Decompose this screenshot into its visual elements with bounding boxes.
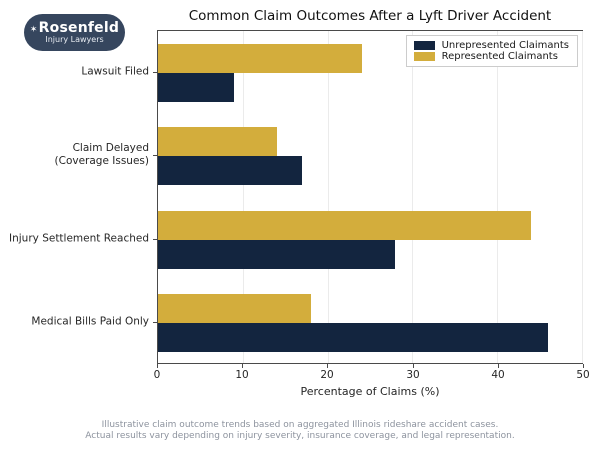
bar-unrepresented-claimants-medical-bills-paid-only	[158, 323, 549, 353]
bar-represented-claimants-lawsuit-filed	[158, 43, 362, 73]
logo-name-text: Rosenfeld	[38, 19, 120, 36]
x-tick-40	[498, 364, 499, 368]
x-tick-label-20: 20	[320, 369, 334, 381]
x-tick-label-30: 30	[406, 369, 420, 381]
y-label-lawsuit-filed: Lawsuit Filed	[81, 65, 149, 78]
y-tick-injury-settlement-reached	[153, 239, 157, 240]
legend-row-unrepresented-claimants: Unrepresented Claimants	[413, 40, 569, 51]
gridline-50	[582, 31, 583, 363]
y-tick-medical-bills-paid-only	[153, 322, 157, 323]
bar-represented-claimants-medical-bills-paid-only	[158, 294, 311, 324]
footer-disclaimer: Illustrative claim outcome trends based …	[0, 420, 600, 443]
legend-entries: Unrepresented Claimants Represented Claim…	[413, 40, 569, 62]
bar-unrepresented-claimants-lawsuit-filed	[158, 72, 235, 102]
x-tick-10	[242, 364, 243, 368]
x-tick-label-50: 50	[576, 369, 590, 381]
y-label-medical-bills-paid-only: Medical Bills Paid Only	[31, 315, 149, 328]
x-tick-50	[583, 364, 584, 368]
x-tick-label-0: 0	[153, 369, 161, 381]
bar-unrepresented-claimants-claim-delayed-coverage-issues	[158, 156, 303, 186]
logo-tagline: Injury Lawyers	[45, 34, 104, 44]
y-tick-claim-delayed-coverage-issues	[153, 155, 157, 156]
rosenfeld-logo: ✶Rosenfeld Injury Lawyers	[24, 14, 125, 51]
gridline-30	[412, 31, 414, 363]
x-tick-label-10: 10	[235, 369, 249, 381]
y-label-claim-delayed-coverage-issues: Claim Delayed (Coverage Issues)	[54, 142, 149, 168]
x-tick-0	[157, 364, 158, 368]
footer-line-2: Actual results vary depending on injury …	[85, 431, 515, 442]
bar-represented-claimants-claim-delayed-coverage-issues	[158, 127, 277, 157]
bar-represented-claimants-injury-settlement-reached	[158, 210, 532, 240]
y-tick-lawsuit-filed	[153, 72, 157, 73]
y-label-injury-settlement-reached: Injury Settlement Reached	[9, 232, 149, 245]
legend-label-unrepresented-claimants: Unrepresented Claimants	[441, 40, 569, 51]
star-icon: ✶	[29, 24, 38, 35]
x-axis-title: Percentage of Claims (%)	[300, 385, 440, 398]
plot-area: Unrepresented Claimants Represented Claim…	[157, 30, 583, 364]
x-tick-20	[327, 364, 328, 368]
x-tick-label-40: 40	[491, 369, 505, 381]
legend-swatch-unrepresented-claimants	[413, 41, 435, 50]
gridline-10	[242, 31, 244, 363]
gridline-40	[497, 31, 499, 363]
legend: Unrepresented Claimants Represented Claim…	[405, 35, 578, 67]
legend-swatch-represented-claimants	[413, 52, 435, 61]
legend-label-represented-claimants: Represented Claimants	[441, 51, 558, 62]
legend-row-represented-claimants: Represented Claimants	[413, 51, 569, 62]
logo-wordmark: ✶Rosenfeld	[30, 21, 119, 36]
gridline-20	[327, 31, 329, 363]
bar-unrepresented-claimants-injury-settlement-reached	[158, 239, 396, 269]
footer-line-1: Illustrative claim outcome trends based …	[101, 420, 499, 430]
x-tick-30	[413, 364, 414, 368]
chart-title: Common Claim Outcomes After a Lyft Drive…	[188, 8, 552, 24]
